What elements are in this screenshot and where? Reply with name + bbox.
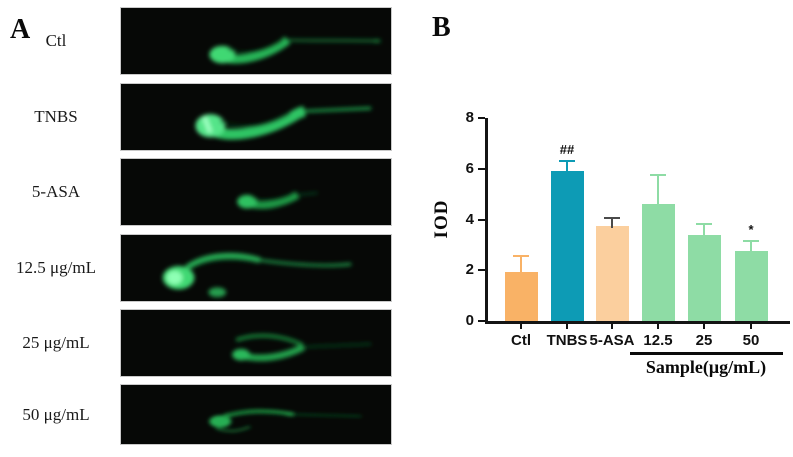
fluorescence-image-ctl xyxy=(120,7,392,75)
y-tick-mark xyxy=(478,320,485,322)
x-tick-mark xyxy=(611,324,613,329)
fluorescence-image-25 xyxy=(120,309,392,377)
x-tick-label: Ctl xyxy=(511,332,531,349)
y-tick-mark xyxy=(478,117,485,119)
y-tick-label: 8 xyxy=(465,109,474,126)
fluorescence-row: 5-ASA xyxy=(0,158,400,226)
bar-5-ASA xyxy=(595,225,629,321)
x-tick-mark xyxy=(520,324,522,329)
row-label-50: 50 μg/mL xyxy=(22,404,90,424)
zebrafish-5asa-graphic xyxy=(237,191,318,209)
panel-b-label: B xyxy=(432,12,451,43)
sample-group-label: Sample(μg/mL) xyxy=(645,357,767,377)
y-tick-label: 6 xyxy=(465,159,474,177)
zebrafish-tnbs-graphic xyxy=(195,105,372,140)
row-label-25: 25 μg/mL xyxy=(22,333,90,352)
fluorescence-row: TNBS xyxy=(0,83,400,151)
y-tick-mark xyxy=(478,269,485,272)
fluorescence-row: 25 μg/mL xyxy=(0,309,400,377)
error-bar-stem xyxy=(520,255,522,274)
x-tick-label: 25 xyxy=(695,332,713,349)
error-bar-stem xyxy=(703,223,705,237)
zebrafish-50-graphic xyxy=(209,409,362,433)
error-bar-cap xyxy=(559,159,575,162)
y-tick-label: 4 xyxy=(465,210,474,228)
row-label-ctl: Ctl xyxy=(45,31,67,50)
bar-TNBS xyxy=(550,171,584,321)
x-tick-mark xyxy=(703,324,705,329)
error-bar-cap xyxy=(604,216,620,219)
y-tick-mark xyxy=(478,167,485,170)
zebrafish-12-5-graphic xyxy=(162,252,352,298)
fluorescence-image-12-5 xyxy=(120,234,392,302)
x-tick-mark xyxy=(566,324,568,329)
sample-group-underline xyxy=(630,352,783,355)
error-bar-cap xyxy=(743,239,759,242)
row-label-tnbs: TNBS xyxy=(34,107,78,126)
x-axis-line xyxy=(485,321,790,324)
fluorescence-row: 12.5 μg/mL xyxy=(0,234,400,302)
error-bar-stem xyxy=(657,173,659,207)
bar-50 xyxy=(734,251,768,321)
error-bar-cap xyxy=(696,223,712,226)
panel-a-label: A xyxy=(10,14,31,45)
y-tick-mark xyxy=(478,218,485,221)
error-bar-stem xyxy=(750,239,752,254)
fluorescence-image-tnbs xyxy=(120,83,392,151)
y-axis-line xyxy=(485,118,488,324)
x-tick-label: 50 xyxy=(742,332,760,349)
significance-annotation: * xyxy=(748,221,754,237)
row-label-12-5: 12.5 μg/mL xyxy=(16,258,96,277)
y-tick-label: 0 xyxy=(465,312,474,329)
significance-annotation: ## xyxy=(559,141,575,157)
plot-area: 0 2 4 6 8 Ctl TNBS ## 5-ASA 12.5 25 50 * Sample(μg/mL… xyxy=(466,109,790,377)
error-bar-cap xyxy=(650,173,666,176)
fluorescence-image-5asa xyxy=(120,158,392,226)
row-label-5asa: 5-ASA xyxy=(31,182,81,201)
x-tick-mark xyxy=(657,324,659,329)
x-tick-label: 12.5 xyxy=(643,332,673,349)
bar-25 xyxy=(687,234,721,321)
fluorescence-image-50 xyxy=(120,384,392,445)
fluorescence-row: 50 μg/mL xyxy=(0,384,400,445)
bar-12.5 xyxy=(641,204,675,321)
bar-Ctl xyxy=(504,271,538,321)
fluorescence-row: Ctl xyxy=(0,7,400,75)
x-tick-label: TNBS xyxy=(546,332,588,349)
error-bar-cap xyxy=(513,255,529,258)
zebrafish-ctl-graphic xyxy=(209,36,382,64)
error-bar-stem xyxy=(566,159,568,174)
x-tick-mark xyxy=(750,324,752,329)
x-tick-label: 5-ASA xyxy=(589,332,635,349)
y-tick-label: 2 xyxy=(465,261,474,279)
error-bar-stem xyxy=(611,216,613,228)
bar-chart: IOD 0 2 4 6 8 Ctl TNBS ## 5-ASA 12.5 25 50 * Sample(μ… xyxy=(431,109,790,377)
zebrafish-25-graphic xyxy=(232,333,372,362)
